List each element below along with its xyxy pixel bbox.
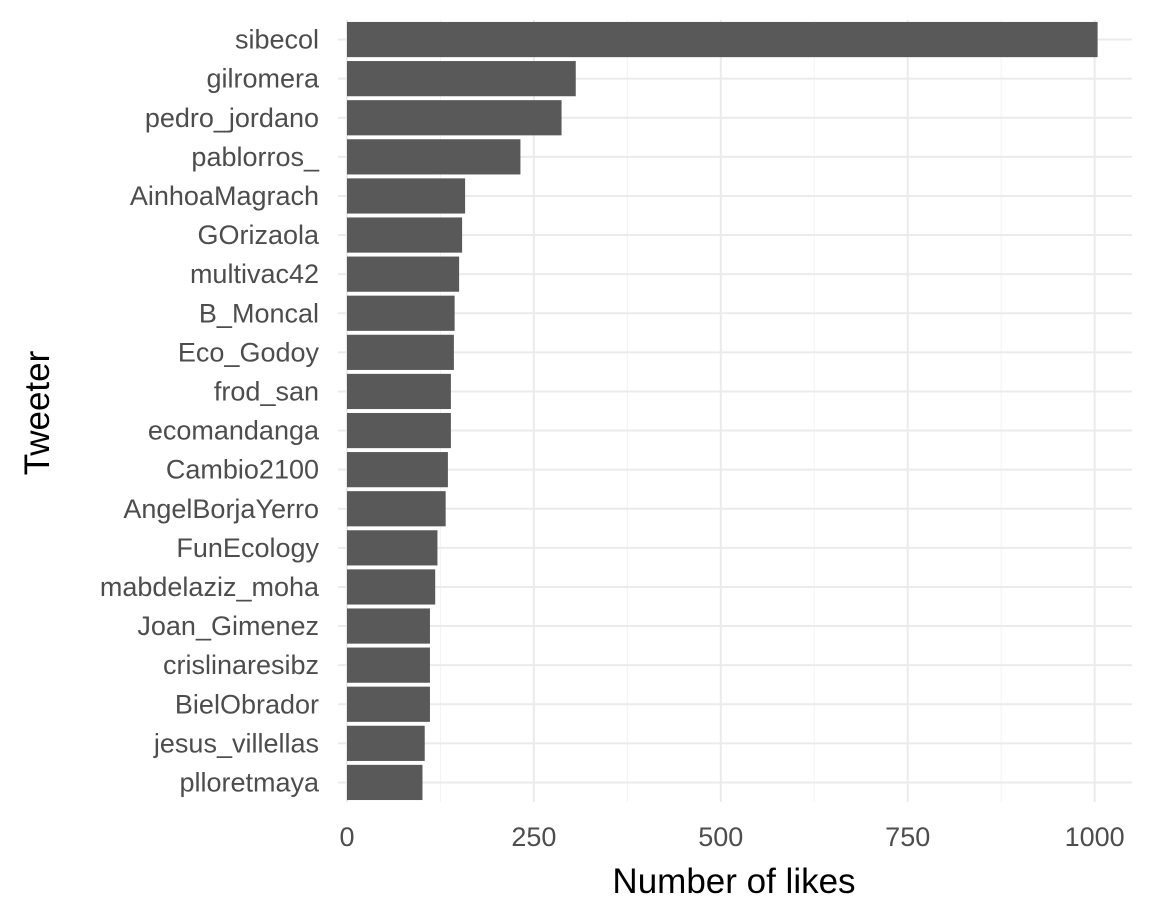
- y-tick-label: pedro_jordano: [145, 103, 319, 133]
- y-tick-label: plloretmaya: [179, 767, 320, 797]
- x-tick-label: 250: [511, 822, 556, 852]
- y-tick-label: AngelBorjaYerro: [123, 494, 319, 524]
- x-tick-label: 1000: [1065, 822, 1125, 852]
- bar: [346, 608, 430, 644]
- y-tick-labels: sibecol gilromera pedro_jordano pablorros_ A…: [100, 25, 320, 798]
- y-tick-label: sibecol: [235, 25, 319, 55]
- bar: [346, 334, 454, 370]
- x-tick-label: 0: [339, 822, 354, 852]
- y-axis-title: Tweeter: [18, 350, 57, 475]
- bar: [346, 725, 425, 761]
- y-tick-label: multivac42: [190, 259, 319, 289]
- y-tick-label: FunEcology: [176, 533, 319, 563]
- bar: [346, 139, 521, 175]
- x-tick-label: 500: [698, 822, 743, 852]
- bar: [346, 217, 463, 253]
- bar: [346, 569, 436, 605]
- bar: [346, 373, 451, 410]
- y-tick-label: pablorros_: [191, 142, 320, 172]
- x-tick-label: 750: [885, 822, 930, 852]
- y-tick-label: Eco_Godoy: [178, 337, 320, 367]
- bar: [346, 21, 1098, 58]
- y-tick-label: crislinaresibz: [163, 650, 319, 680]
- y-tick-label: frod_san: [214, 376, 319, 406]
- y-tick-label: GOrizaola: [197, 220, 320, 250]
- bar: [346, 61, 576, 97]
- y-tick-label: AinhoaMagrach: [130, 181, 319, 211]
- y-tick-label: ecomandanga: [148, 416, 320, 446]
- y-tick-label: B_Moncal: [199, 298, 319, 328]
- bar: [346, 686, 430, 722]
- bars: [346, 21, 1098, 801]
- x-axis-title: Number of likes: [612, 862, 855, 901]
- bar: [346, 491, 446, 527]
- bar: [346, 647, 430, 683]
- bar: [346, 412, 451, 449]
- bar: [346, 295, 455, 331]
- grid-lines: [338, 20, 1132, 802]
- y-tick-label: mabdelaziz_moha: [100, 572, 320, 602]
- bar: [346, 178, 466, 214]
- y-tick-label: BielObrador: [175, 689, 319, 719]
- bar: [346, 100, 562, 136]
- bar: [346, 452, 448, 488]
- y-tick-label: gilromera: [206, 64, 320, 94]
- y-tick-label: Cambio2100: [166, 455, 319, 485]
- bar: [346, 256, 460, 292]
- bar: [346, 764, 423, 801]
- bar: [346, 530, 438, 566]
- y-tick-label: jesus_villellas: [153, 728, 319, 758]
- y-tick-label: Joan_Gimenez: [137, 611, 319, 641]
- x-tick-labels: 0 250 500 750 1000: [339, 822, 1124, 852]
